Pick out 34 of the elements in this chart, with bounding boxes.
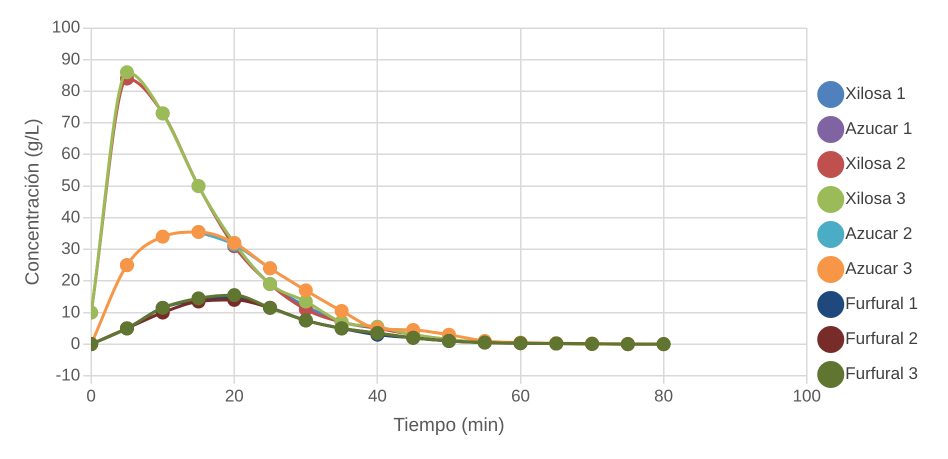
x-tick-label: 100 [792, 386, 821, 406]
legend-label: Furfural 3 [845, 364, 918, 384]
y-tick-label: 30 [61, 239, 80, 258]
y-tick-label: 100 [52, 18, 80, 37]
legend-label: Azucar 1 [845, 119, 912, 138]
point [298, 283, 313, 298]
legend-label: Xilosa 3 [845, 189, 906, 208]
x-tick-label: 60 [511, 386, 530, 406]
y-tick-label: 20 [61, 270, 80, 290]
x-tick-label: 40 [368, 386, 387, 406]
point [156, 230, 170, 244]
point [298, 294, 313, 308]
x-tick-label: 80 [654, 386, 674, 406]
legend-label: Xilosa 2 [845, 154, 906, 174]
y-axis-title: Concentración (g/L) [22, 118, 44, 286]
legend-label: Xilosa 1 [845, 84, 906, 104]
y-tick-label: 90 [61, 49, 80, 68]
legend-label: Furfural 2 [845, 329, 918, 348]
point [120, 65, 134, 80]
y-tick-label: 10 [61, 302, 80, 322]
y-tick-label: 60 [61, 144, 80, 164]
legend-label: Azucar 2 [845, 224, 912, 244]
x-axis-title: Tiempo (min) [393, 414, 505, 436]
x-tick-label: 0 [86, 386, 96, 406]
y-tick-label: 80 [61, 80, 80, 100]
y-tick-label: 70 [61, 112, 80, 132]
y-tick-label: -10 [56, 365, 80, 384]
y-tick-label: 0 [70, 334, 80, 353]
legend-label: Azucar 3 [845, 259, 912, 278]
y-tick-label: 40 [61, 207, 80, 226]
y-tick-label: 50 [61, 176, 80, 195]
point [334, 304, 349, 318]
legend-label: Furfural 1 [845, 294, 918, 314]
x-tick-label: 20 [224, 386, 244, 406]
